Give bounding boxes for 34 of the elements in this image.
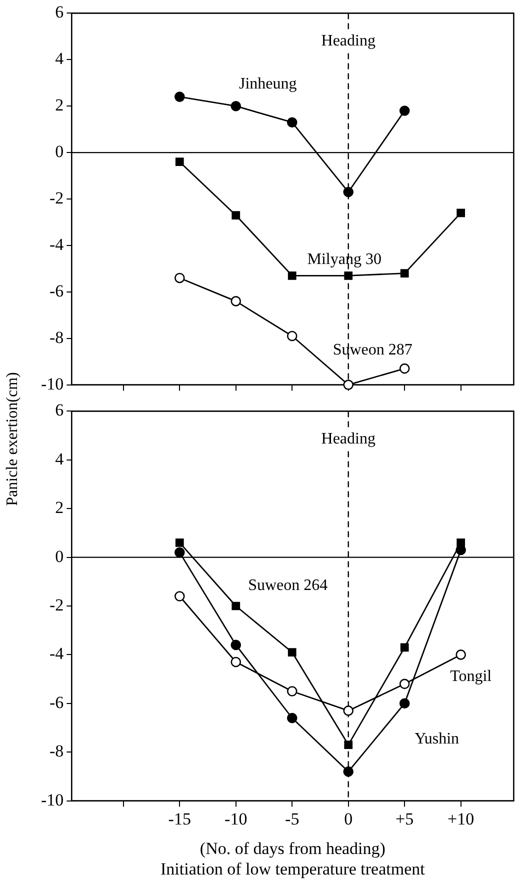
x-tick-label: 0 [344,809,353,828]
y-axis-title: Panicle exertion(cm) [4,371,22,508]
series-label: Milyang 30 [307,250,382,268]
y-tick-label: 0 [55,142,64,162]
y-tick-label: -4 [49,234,64,254]
y-tick-label: -4 [49,644,64,664]
y-tick-label: -2 [49,188,64,208]
x-tick-label: +10 [448,809,474,828]
y-tick-label: 2 [55,498,64,518]
y-tick-label: -2 [49,595,64,614]
y-tick-label: -8 [49,742,64,761]
series-label: Yushin [414,730,460,748]
y-tick-label: 4 [55,49,64,68]
y-tick-label: -6 [49,281,64,300]
y-tick-label: 6 [55,400,64,420]
series-label: Suweon 264 [248,577,328,594]
series-label: Tongil [450,668,492,685]
x-axis-title: (No. of days from heading) Initiation of low temperature treatment [160,838,426,878]
x-tick-label: -10 [224,809,248,828]
series-label: Jinheung [238,75,297,92]
y-tick-label: -10 [40,374,64,394]
y-tick-label: -6 [49,692,64,712]
y-tick-label: 6 [55,2,64,22]
ref-line-label: Heading [321,32,376,50]
y-tick-label: 0 [55,546,64,566]
y-tick-label: 4 [55,449,64,468]
y-tick-label: -10 [40,790,64,810]
x-tick-label: -5 [285,809,300,828]
ref-line-label: Heading [321,430,376,448]
x-tick-label: -15 [168,809,191,828]
x-tick-label: +5 [396,809,414,828]
y-tick-label: -8 [49,328,64,347]
series-label: Suweon 287 [332,342,412,359]
y-tick-label: 2 [55,96,64,115]
